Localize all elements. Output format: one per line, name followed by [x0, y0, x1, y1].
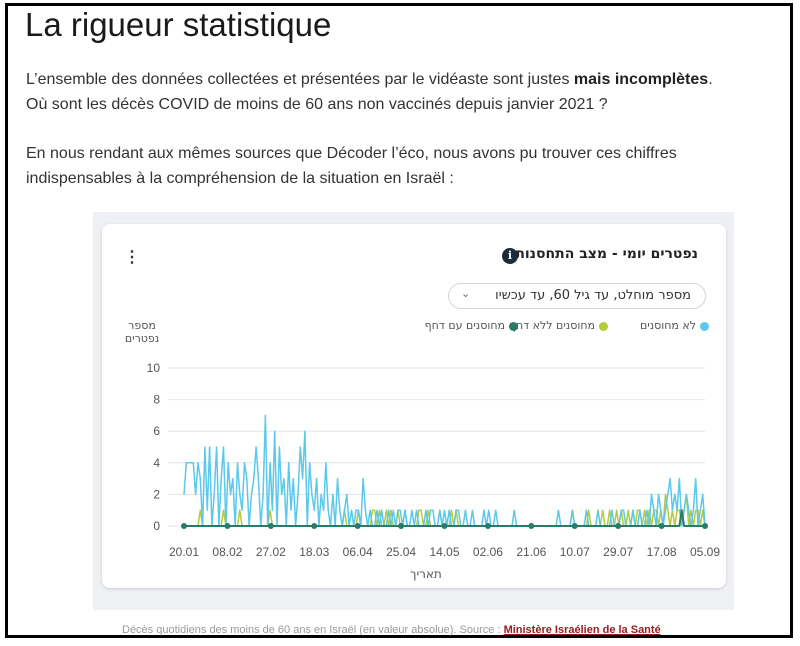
paragraph-intro-text: L’ensemble des données collectées et pré…: [26, 71, 574, 88]
x-tick-label: 21.06: [516, 545, 546, 559]
chart-title: נפטרים יומי - מצב התחסנות: [515, 246, 698, 262]
page-title: La rigueur statistique: [25, 6, 332, 43]
legend-label-unvaccinated: לא מחוסנים: [639, 319, 696, 332]
y-tick-label: 10: [147, 361, 161, 375]
x-tick-label: 08.02: [212, 545, 242, 559]
paragraph-intro-question: Où sont les décès COVID de moins de 60 a…: [26, 96, 608, 113]
legend-dot-vaccinated-booster: [509, 321, 518, 331]
paragraph-intro: L’ensemble des données collectées et pré…: [26, 67, 786, 117]
series-point: [571, 523, 578, 529]
x-tick-label: 10.07: [560, 545, 590, 559]
series-point: [441, 523, 448, 529]
info-icon[interactable]: i: [502, 248, 518, 264]
x-tick-label: 27.02: [256, 545, 286, 559]
filter-dropdown[interactable]: ⌄ מספר מוחלט, עד גיל 60, עד עכשיו: [448, 283, 706, 309]
x-tick-label: 25.04: [386, 545, 416, 559]
series-point: [528, 523, 535, 529]
y-tick-label: 6: [153, 424, 160, 438]
source-link[interactable]: Ministère Israélien de la Santé: [503, 624, 661, 636]
y-tick-label: 4: [153, 456, 160, 470]
series-point: [484, 523, 491, 529]
x-tick-label: 17.08: [647, 545, 677, 559]
series-point: [702, 523, 708, 529]
legend-item-unvaccinated[interactable]: לא מחוסנים: [640, 319, 709, 332]
legend-label-vaccinated-booster: מחוסנים עם דחף: [424, 319, 505, 332]
series-point: [224, 523, 231, 529]
x-axis-label: תאריך: [410, 567, 442, 581]
series-point: [615, 523, 622, 529]
chevron-down-icon: ⌄: [461, 288, 471, 300]
series-point: [267, 523, 274, 529]
y-axis-label: מספר נפטרים: [124, 319, 160, 345]
series-point: [658, 523, 665, 529]
y-tick-label: 2: [153, 487, 160, 501]
x-tick-label: 06.04: [343, 545, 373, 559]
x-tick-label: 20.01: [169, 545, 199, 559]
x-tick-label: 02.06: [473, 545, 503, 559]
legend-label-vaccinated-no-booster: מחוסנים ללא דחף: [508, 319, 595, 332]
series-point: [181, 523, 187, 529]
legend-item-vaccinated-no-booster[interactable]: מחוסנים ללא דחף: [509, 319, 608, 332]
paragraph-sources: En nous rendant aux mêmes sources que Dé…: [26, 145, 677, 187]
series-point: [398, 523, 405, 529]
figure-caption-text: Décès quotidiens des moins de 60 ans en …: [122, 624, 504, 636]
x-tick-label: 29.07: [603, 545, 633, 559]
x-tick-label: 18.03: [299, 545, 329, 559]
y-tick-label: 0: [153, 519, 160, 533]
legend-item-vaccinated-booster[interactable]: מחוסנים עם דחף: [425, 319, 518, 332]
filter-dropdown-value: מספר מוחלט, עד גיל 60, עד עכשיו: [495, 288, 691, 303]
x-tick-label: 05.09: [690, 545, 720, 559]
y-tick-label: 8: [153, 393, 160, 407]
legend-dot-vaccinated-no-booster: [599, 321, 608, 331]
figure-caption: Décès quotidiens des moins de 60 ans en …: [122, 624, 661, 636]
paragraph-intro-period: .: [708, 71, 713, 88]
series-line-0: [183, 414, 706, 527]
content-frame: [5, 3, 793, 638]
series-point: [311, 523, 318, 529]
x-tick-label: 14.05: [429, 545, 459, 559]
paragraph-intro-emphasis: mais incomplètes: [573, 71, 709, 88]
legend-dot-unvaccinated: [700, 321, 709, 331]
series-point: [354, 523, 361, 529]
